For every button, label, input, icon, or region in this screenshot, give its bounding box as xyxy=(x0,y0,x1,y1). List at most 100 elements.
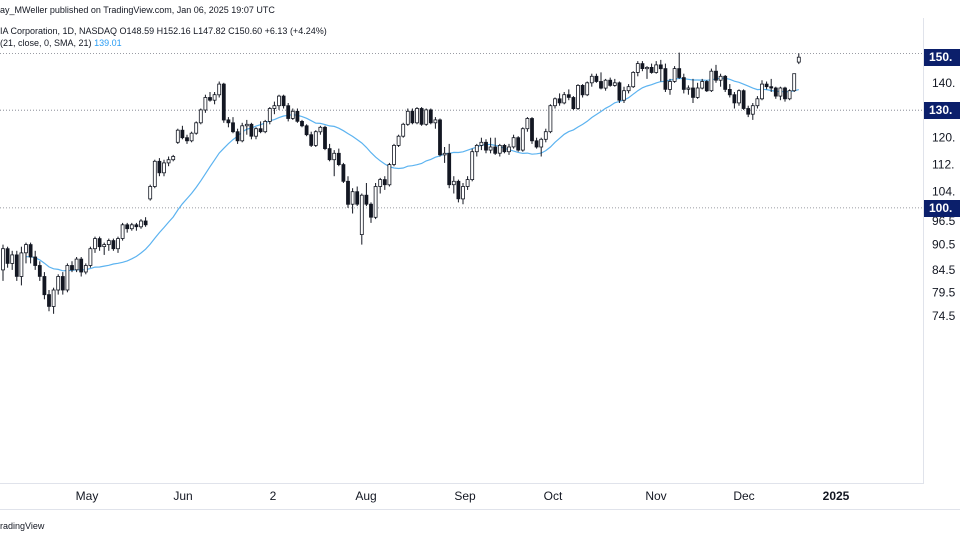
candle xyxy=(686,85,691,95)
candle xyxy=(65,263,70,293)
candle xyxy=(10,250,15,270)
candle xyxy=(198,108,203,125)
candle xyxy=(695,82,700,99)
candle xyxy=(203,94,208,113)
candle xyxy=(456,179,461,203)
candle xyxy=(493,137,498,155)
candle xyxy=(525,117,530,132)
price-axis: 150.140.130.120.112.104.96.590.584.579.5… xyxy=(932,47,956,323)
candle xyxy=(47,290,51,312)
candle xyxy=(83,263,88,275)
candle xyxy=(244,119,249,135)
y-tick-label: 79.5 xyxy=(932,285,956,299)
candle xyxy=(323,125,327,151)
candle xyxy=(56,274,61,295)
candle xyxy=(635,61,640,77)
y-tick-label: 112. xyxy=(932,158,954,172)
candle xyxy=(548,104,553,134)
candle xyxy=(507,143,511,155)
candle xyxy=(764,81,769,90)
candle xyxy=(212,92,217,105)
candle xyxy=(668,78,672,95)
candle xyxy=(479,137,484,151)
candle xyxy=(484,139,488,154)
candle xyxy=(737,89,741,106)
candle xyxy=(350,188,355,214)
candle xyxy=(189,131,194,143)
x-tick-label: 2025 xyxy=(823,489,850,503)
candle xyxy=(658,59,663,82)
candle xyxy=(116,236,120,253)
candle xyxy=(396,134,401,147)
sma-value: 139.01 xyxy=(94,38,122,48)
candle xyxy=(93,236,97,253)
candle xyxy=(134,222,139,231)
symbol-ohlc-line: IA Corporation, 1D, NASDAQ O148.59 H152.… xyxy=(0,26,327,36)
candle xyxy=(185,134,189,144)
candle xyxy=(70,261,74,273)
candle xyxy=(405,108,410,126)
candle xyxy=(534,137,539,149)
candle xyxy=(369,202,373,223)
candle xyxy=(378,177,383,194)
candle xyxy=(465,176,470,190)
candle xyxy=(617,81,622,103)
candle xyxy=(318,125,323,135)
candle xyxy=(769,78,774,92)
candle xyxy=(681,73,686,94)
candle xyxy=(543,128,548,143)
candle xyxy=(718,73,723,87)
candle xyxy=(231,117,235,134)
candle xyxy=(424,108,429,126)
candle xyxy=(622,86,626,103)
sma-line-group xyxy=(26,77,799,272)
candle xyxy=(300,119,304,128)
candle xyxy=(382,176,387,190)
candle xyxy=(608,77,613,87)
candle xyxy=(162,159,166,177)
x-tick-label: Dec xyxy=(733,489,754,503)
candle xyxy=(37,261,42,281)
candle xyxy=(649,63,654,74)
price-tag: 100. xyxy=(924,199,960,217)
candle xyxy=(295,108,300,123)
candle xyxy=(428,108,433,125)
candle xyxy=(221,82,226,123)
candle xyxy=(530,117,534,144)
candle xyxy=(631,71,636,88)
candle xyxy=(111,238,116,251)
candle xyxy=(180,125,185,140)
candle xyxy=(700,78,705,90)
candle xyxy=(451,176,456,194)
sma-legend: (21, close, 0, SMA, 21) 139.01 xyxy=(0,38,122,48)
candle xyxy=(286,103,291,122)
x-tick-label: Oct xyxy=(544,489,563,503)
candle xyxy=(553,97,557,109)
candle xyxy=(208,92,212,102)
candle xyxy=(502,143,507,154)
candle xyxy=(359,193,364,245)
candle xyxy=(419,107,424,126)
x-tick-label: Jun xyxy=(173,489,192,503)
candle xyxy=(290,108,295,120)
candle xyxy=(566,89,571,101)
candle xyxy=(599,72,603,90)
candle xyxy=(691,78,695,103)
x-tick-label: Nov xyxy=(645,489,666,503)
candle xyxy=(281,94,286,109)
candle xyxy=(166,156,171,167)
candle xyxy=(24,242,28,264)
x-tick-label: May xyxy=(76,489,99,503)
candle xyxy=(60,272,65,295)
publisher-credit: ay_MWeller published on TradingView.com,… xyxy=(0,5,275,15)
candle xyxy=(74,257,79,273)
candle xyxy=(309,131,314,147)
candle xyxy=(175,128,180,144)
candle xyxy=(677,52,682,79)
candle xyxy=(327,143,332,162)
candle xyxy=(727,84,732,98)
candle xyxy=(755,96,760,109)
candle xyxy=(746,105,751,118)
candle xyxy=(442,147,447,163)
